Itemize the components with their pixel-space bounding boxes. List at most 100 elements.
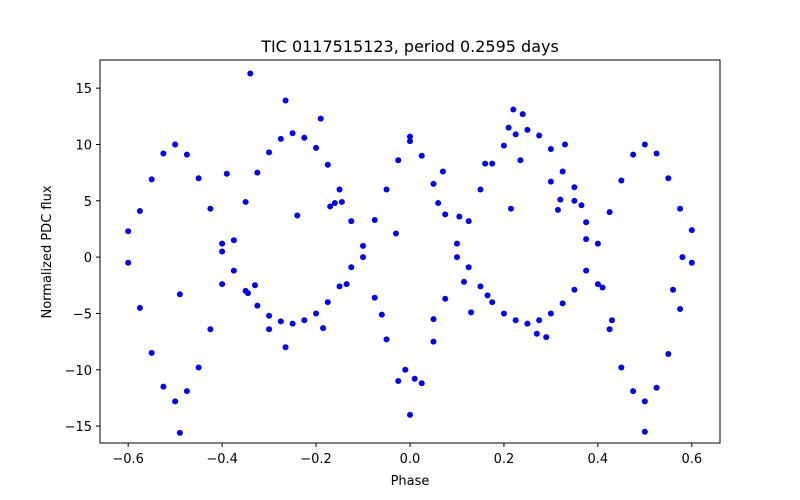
data-point xyxy=(125,228,132,235)
data-point xyxy=(219,248,226,255)
data-point xyxy=(665,351,672,358)
data-point xyxy=(418,152,425,159)
data-point xyxy=(343,281,350,288)
data-point xyxy=(317,115,324,122)
data-point xyxy=(484,292,491,299)
x-tick-label: −0.2 xyxy=(300,452,332,467)
y-tick-label: 5 xyxy=(84,195,92,210)
data-point xyxy=(435,200,442,207)
data-point xyxy=(383,336,390,343)
series-0 xyxy=(125,138,695,327)
data-point xyxy=(557,196,564,203)
y-tick-label: 15 xyxy=(75,82,92,97)
data-point xyxy=(289,320,296,327)
data-point xyxy=(606,326,613,333)
y-tick-label: 10 xyxy=(75,138,92,153)
y-tick-label: 0 xyxy=(84,251,92,266)
data-point xyxy=(453,254,460,261)
data-point xyxy=(244,290,251,297)
data-point xyxy=(524,126,531,133)
data-point xyxy=(630,388,637,395)
data-point xyxy=(242,198,249,205)
data-point xyxy=(176,429,183,436)
data-point xyxy=(465,264,472,271)
data-point xyxy=(641,428,648,435)
data-point xyxy=(547,178,554,185)
data-point xyxy=(507,205,514,212)
data-point xyxy=(195,175,202,182)
data-point xyxy=(618,364,625,371)
data-point xyxy=(679,254,686,261)
data-point xyxy=(453,240,460,247)
data-point xyxy=(395,157,402,164)
x-tick-label: 0.6 xyxy=(681,452,702,467)
data-point xyxy=(583,219,590,226)
data-point xyxy=(247,70,254,77)
data-point xyxy=(254,302,261,309)
data-point xyxy=(148,176,155,183)
data-point xyxy=(482,160,489,167)
data-point xyxy=(583,236,590,243)
data-point xyxy=(230,267,237,274)
data-point xyxy=(195,364,202,371)
data-point xyxy=(554,206,561,213)
data-point xyxy=(219,281,226,288)
data-point xyxy=(183,151,190,158)
data-point xyxy=(653,384,660,391)
data-point xyxy=(500,142,507,149)
data-point xyxy=(512,317,519,324)
data-point xyxy=(618,177,625,184)
data-point xyxy=(430,338,437,345)
data-point xyxy=(411,375,418,382)
data-point xyxy=(533,330,540,337)
data-point xyxy=(301,317,308,324)
data-point xyxy=(536,317,543,324)
y-axis: −15 −10 −5 0 5 10 15 xyxy=(65,82,100,435)
data-point xyxy=(442,295,449,302)
data-point xyxy=(254,169,261,176)
data-point xyxy=(543,334,550,341)
data-point xyxy=(559,300,566,307)
data-point xyxy=(594,281,601,288)
data-point xyxy=(442,211,449,218)
data-point xyxy=(688,259,695,266)
data-point xyxy=(606,209,613,216)
chart-title: TIC 0117515123, period 0.2595 days xyxy=(260,37,559,56)
data-point xyxy=(512,131,519,138)
data-point xyxy=(392,230,399,237)
data-point xyxy=(571,197,578,204)
data-point xyxy=(536,132,543,139)
data-point xyxy=(665,175,672,182)
data-point xyxy=(519,111,526,118)
data-point xyxy=(313,144,320,151)
y-tick-label: −5 xyxy=(73,307,92,322)
data-point xyxy=(505,124,512,131)
x-axis-label: Phase xyxy=(391,474,430,489)
series-2 xyxy=(176,70,686,436)
data-point xyxy=(524,320,531,327)
data-point xyxy=(301,134,308,141)
data-point xyxy=(136,207,143,214)
data-point xyxy=(670,286,677,293)
series-1 xyxy=(125,126,695,418)
data-point xyxy=(571,286,578,293)
data-point xyxy=(430,316,437,323)
data-point xyxy=(378,311,385,318)
data-point xyxy=(547,145,554,152)
plot-frame xyxy=(99,59,721,444)
data-point xyxy=(172,398,179,405)
x-axis: −0.6 −0.4 −0.2 0.0 0.2 0.4 0.6 xyxy=(112,443,702,467)
data-point xyxy=(266,312,273,319)
data-point xyxy=(465,218,472,225)
data-point xyxy=(324,161,331,168)
data-point xyxy=(395,378,402,385)
data-point xyxy=(407,411,413,418)
data-point xyxy=(430,180,437,187)
data-point xyxy=(477,186,484,193)
data-point xyxy=(517,157,524,164)
data-point xyxy=(125,259,132,266)
data-point xyxy=(160,383,167,390)
data-point xyxy=(608,317,615,324)
data-point xyxy=(360,254,367,261)
